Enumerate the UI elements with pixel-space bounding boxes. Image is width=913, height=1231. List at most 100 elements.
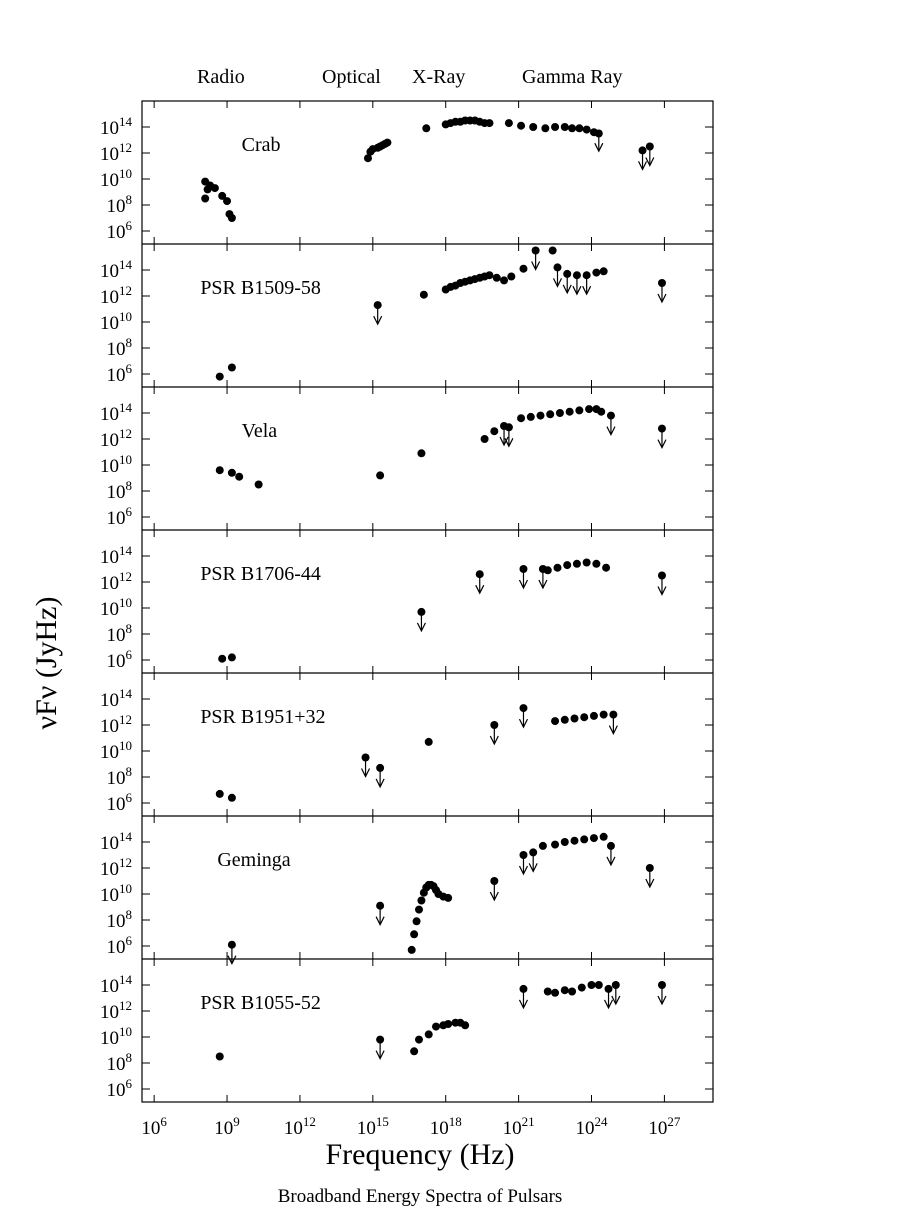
data-point <box>538 841 547 850</box>
data-point <box>560 123 569 131</box>
y-tick-label: 1010 <box>100 309 132 334</box>
y-tick-label: 108 <box>107 478 133 503</box>
upper-limit-arrowhead <box>611 995 621 1006</box>
panel-name: Vela <box>242 420 278 442</box>
data-point <box>417 896 426 905</box>
y-tick-label: 108 <box>107 907 133 932</box>
figure-caption: Broadband Energy Spectra of Pulsars <box>277 1186 563 1207</box>
data-point <box>517 121 526 130</box>
panel-name: PSR B1509-58 <box>200 277 321 299</box>
data-point <box>592 268 601 277</box>
upper-limit-arrowhead <box>645 878 655 889</box>
y-tick-label: 1012 <box>100 426 132 451</box>
data-point <box>551 123 560 131</box>
data-point <box>551 717 560 726</box>
data-point <box>412 917 421 926</box>
plot-frame <box>141 100 714 1103</box>
upper-limit-arrowhead <box>489 891 499 902</box>
data-point <box>215 789 224 798</box>
data-point <box>565 407 574 416</box>
upper-limit-arrowhead <box>645 157 655 167</box>
upper-limit-arrowhead <box>608 725 618 735</box>
upper-limit-arrowhead <box>227 955 237 966</box>
y-tick-label: 106 <box>107 647 133 672</box>
upper-limit-arrowhead <box>375 778 385 789</box>
upper-limit-arrowhead <box>657 586 667 596</box>
x-tick-label: 106 <box>141 1114 167 1139</box>
data-point <box>587 981 596 989</box>
x-tick-label: 1012 <box>284 1114 316 1139</box>
data-point <box>485 119 494 128</box>
data-point <box>575 406 584 415</box>
data-point <box>553 563 562 572</box>
data-point <box>424 737 433 746</box>
data-point <box>555 409 564 417</box>
data-point <box>485 271 494 280</box>
data-point <box>526 412 535 421</box>
data-point <box>215 1052 224 1061</box>
y-tick-label: 1010 <box>100 166 132 191</box>
y-tick-label: 108 <box>107 764 133 789</box>
data-point <box>376 471 385 480</box>
upper-limit-arrowhead <box>657 439 667 449</box>
x-tick-label: 1015 <box>357 1114 389 1139</box>
data-point <box>414 905 423 914</box>
upper-limit-arrowhead <box>657 995 667 1006</box>
data-point <box>529 123 538 131</box>
upper-limit-arrowhead <box>475 584 485 595</box>
upper-limit-arrowhead <box>531 261 541 271</box>
data-point <box>580 835 589 844</box>
data-point <box>560 986 569 995</box>
upper-limit-arrowhead <box>657 293 667 304</box>
data-point <box>582 558 591 567</box>
data-point <box>568 987 577 996</box>
panel-name: PSR B1951+32 <box>200 706 325 728</box>
y-tick-label: 1014 <box>100 686 133 711</box>
upper-limit-arrowhead <box>606 856 616 867</box>
data-point <box>560 838 569 846</box>
data-point <box>541 124 550 133</box>
data-point <box>585 405 594 414</box>
upper-limit-arrowhead <box>518 718 529 729</box>
y-tick-label: 1010 <box>100 738 132 763</box>
x-tick-label: 1027 <box>648 1114 681 1139</box>
band-label-radio: Radio <box>197 66 245 88</box>
data-point <box>254 480 263 489</box>
y-tick-label: 1014 <box>100 257 133 282</box>
data-point <box>582 125 591 134</box>
y-tick-label: 108 <box>107 335 133 360</box>
y-tick-label: 1010 <box>100 595 132 620</box>
upper-limit-arrowhead <box>499 436 509 447</box>
data-point <box>419 290 428 299</box>
data-point <box>422 124 431 133</box>
y-tick-label: 1012 <box>100 140 132 165</box>
upper-limit-arrowhead <box>489 735 499 746</box>
y-tick-label: 106 <box>107 218 133 243</box>
band-label-optical: Optical <box>322 66 381 88</box>
data-point <box>580 713 589 722</box>
data-point <box>227 793 236 802</box>
y-tick-label: 1014 <box>100 972 133 997</box>
data-point <box>577 983 586 992</box>
data-point <box>589 834 598 843</box>
upper-limit-arrowhead <box>518 579 529 590</box>
data-point <box>444 893 453 902</box>
y-tick-label: 1010 <box>100 1024 132 1049</box>
data-point <box>504 119 513 128</box>
data-point <box>543 566 552 575</box>
panel-name: Geminga <box>217 849 290 871</box>
data-point <box>410 930 419 939</box>
y-tick-label: 108 <box>107 192 133 217</box>
data-point <box>589 711 598 720</box>
data-point <box>407 945 416 954</box>
upper-limit-arrowhead <box>582 285 592 296</box>
y-tick-label: 1012 <box>100 569 132 594</box>
x-axis-label: Frequency (Hz) <box>325 1138 515 1171</box>
data-point <box>594 981 603 989</box>
upper-limit-arrowhead <box>416 622 426 633</box>
y-tick-label: 106 <box>107 933 133 958</box>
data-point <box>424 1030 433 1039</box>
upper-limit-arrowhead <box>594 142 604 153</box>
data-point <box>570 836 579 845</box>
